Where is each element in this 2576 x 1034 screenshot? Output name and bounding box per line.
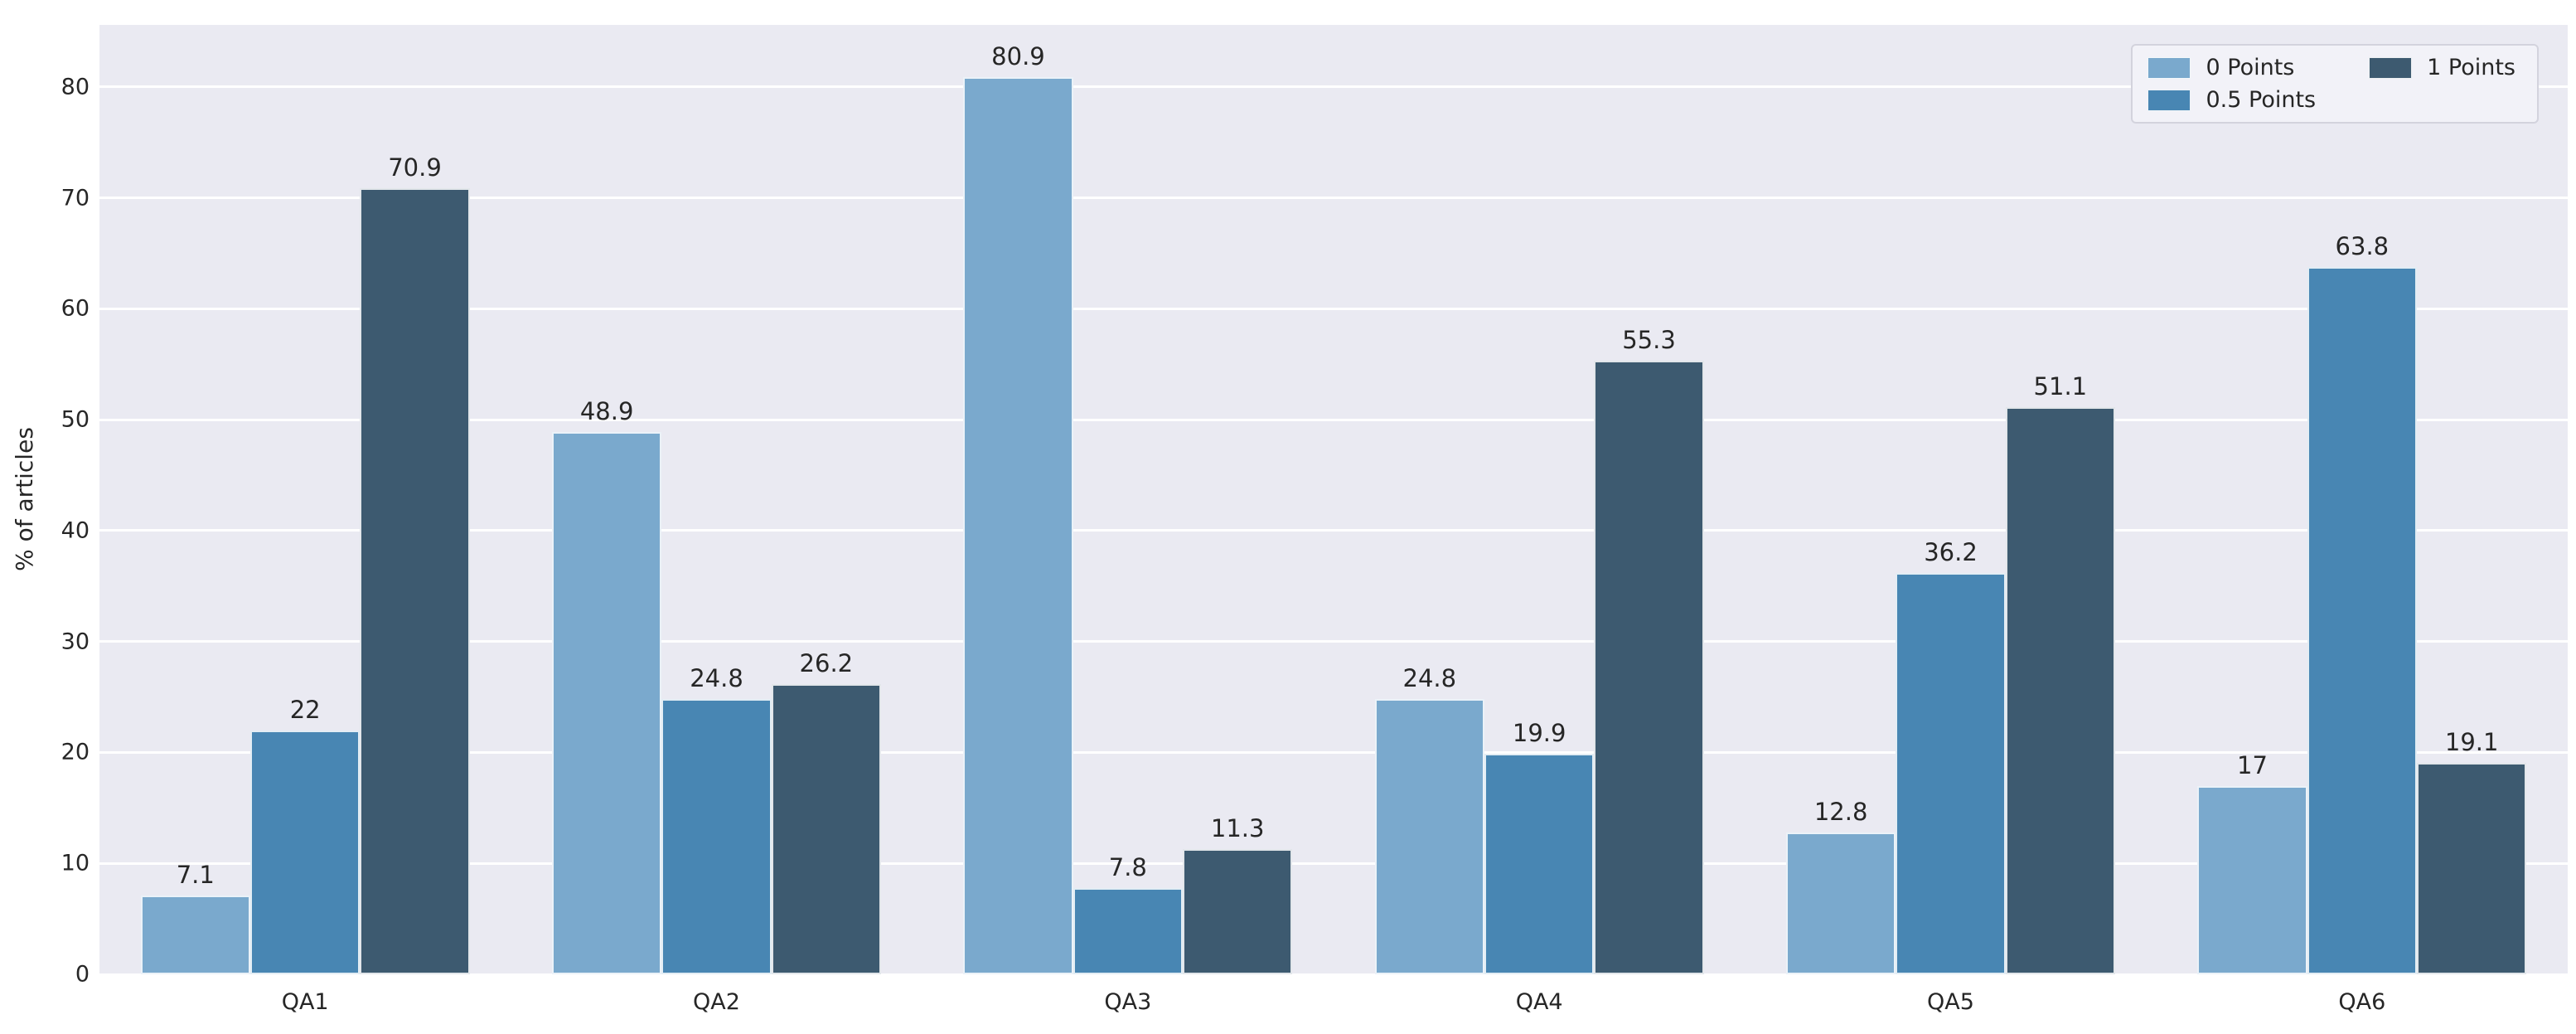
bar-QA3-0.5-points <box>1073 887 1183 974</box>
value-label-QA2-1-points: 26.2 <box>799 648 854 677</box>
value-label-QA5-0-points: 12.8 <box>1813 797 1868 826</box>
bar-QA6-1-points <box>2417 762 2527 974</box>
gridline-50 <box>99 418 2568 421</box>
x-tick-label-qa3: QA3 <box>1104 989 1152 1015</box>
x-axis-ticks: QA1 QA2 QA3 QA4 QA5 QA6 <box>99 981 2568 1022</box>
gridline-60 <box>99 307 2568 310</box>
gridline-30 <box>99 640 2568 643</box>
bar-QA4-0.5-points <box>1484 753 1595 974</box>
value-label-QA4-0-points: 24.8 <box>1402 664 1457 693</box>
value-label-QA1-1-points: 70.9 <box>388 153 442 182</box>
value-label-QA4-0.5-points: 19.9 <box>1512 718 1566 747</box>
gridline-70 <box>99 197 2568 200</box>
legend-label: 0 Points <box>2206 55 2295 80</box>
legend-item-0-points: 0 Points <box>2147 56 2316 79</box>
y-tick-label-0: 0 <box>75 961 90 988</box>
y-tick-label-30: 30 <box>61 629 90 655</box>
legend-label: 1 Points <box>2427 55 2515 80</box>
x-tick-label-qa4: QA4 <box>1515 989 1563 1015</box>
bar-QA5-0-points <box>1785 832 1896 974</box>
plot-area: 7.1 22 70.9 48.9 24.8 26.2 80.9 7.8 11.3 24.8 19.9… <box>99 25 2568 976</box>
bar-QA1-0-points <box>140 896 250 974</box>
legend: 0 Points 0.5 Points 1 Points <box>2131 44 2539 124</box>
legend-swatch-icon <box>2147 56 2191 79</box>
gridline-40 <box>99 529 2568 532</box>
bar-QA2-0-points <box>551 431 662 974</box>
bar-QA6-0.5-points <box>2307 266 2417 974</box>
bar-QA6-0-points <box>2197 785 2307 974</box>
y-tick-label-80: 80 <box>61 74 90 100</box>
bar-QA5-0.5-points <box>1896 572 2006 974</box>
value-label-QA6-0-points: 17 <box>2237 750 2268 779</box>
value-label-QA6-0.5-points: 63.8 <box>2335 231 2390 260</box>
x-tick-label-qa1: QA1 <box>281 989 329 1015</box>
y-tick-label-70: 70 <box>61 185 90 211</box>
gridline-0 <box>99 973 2568 976</box>
gridline-20 <box>99 750 2568 754</box>
y-axis-ticks: 0 10 20 30 40 50 60 70 80 <box>0 25 90 985</box>
y-tick-label-50: 50 <box>61 406 90 433</box>
value-label-QA3-0.5-points: 7.8 <box>1108 852 1147 881</box>
y-axis-label: % of articles <box>11 427 38 571</box>
y-tick-label-40: 40 <box>61 517 90 544</box>
value-label-QA2-0-points: 48.9 <box>579 396 634 425</box>
legend-item-0.5-points: 0.5 Points <box>2147 89 2316 111</box>
value-label-QA4-1-points: 55.3 <box>1622 326 1676 355</box>
value-label-QA5-1-points: 51.1 <box>2033 372 2088 401</box>
x-tick-label-qa6: QA6 <box>2338 989 2386 1015</box>
y-tick-label-20: 20 <box>61 739 90 765</box>
legend-swatch-icon <box>2369 56 2413 79</box>
legend-item-1-points: 1 Points <box>2369 56 2515 79</box>
bar-QA4-1-points <box>1594 361 1704 974</box>
y-tick-label-10: 10 <box>61 850 90 876</box>
bar-QA2-1-points <box>771 683 882 974</box>
value-label-QA1-0.5-points: 22 <box>289 695 321 724</box>
bar-QA4-0-points <box>1374 699 1484 974</box>
value-label-QA2-0.5-points: 24.8 <box>690 664 743 693</box>
y-tick-label-60: 60 <box>61 295 90 322</box>
value-label-QA3-0-points: 80.9 <box>991 41 1045 70</box>
value-label-QA1-0-points: 7.1 <box>176 861 215 890</box>
x-tick-label-qa2: QA2 <box>693 989 740 1015</box>
bar-QA5-1-points <box>2005 407 2116 974</box>
legend-swatch-icon <box>2147 89 2191 111</box>
gridline-10 <box>99 862 2568 865</box>
bar-QA1-0.5-points <box>249 730 361 974</box>
value-label-QA3-1-points: 11.3 <box>1210 813 1265 842</box>
legend-label: 0.5 Points <box>2206 87 2317 113</box>
bar-QA2-0.5-points <box>661 699 772 974</box>
x-tick-label-qa5: QA5 <box>1927 989 1974 1015</box>
value-label-QA5-0.5-points: 36.2 <box>1924 537 1978 566</box>
gridline-80 <box>99 85 2568 89</box>
bar-QA3-1-points <box>1183 848 1293 974</box>
bar-QA3-0-points <box>963 76 1073 974</box>
value-label-QA6-1-points: 19.1 <box>2444 727 2499 756</box>
bar-QA1-1-points <box>360 187 470 974</box>
